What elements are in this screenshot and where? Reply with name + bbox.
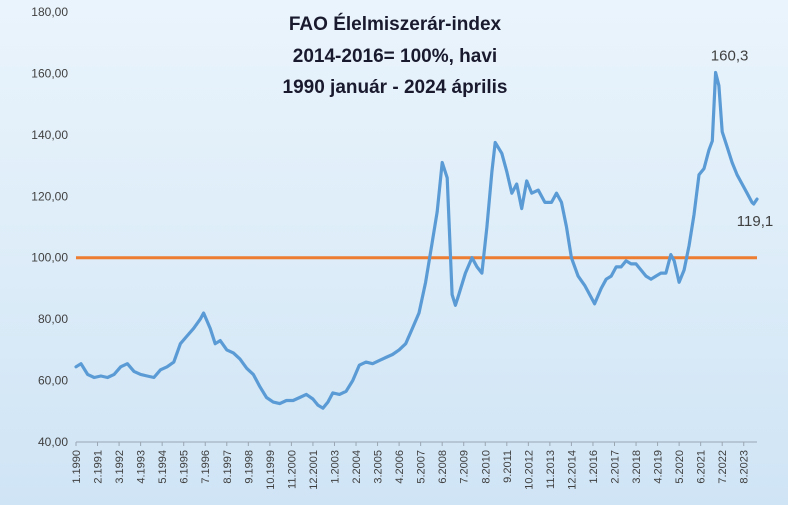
x-tick-label: 7.2009: [459, 450, 471, 484]
x-tick-label: 2.2004: [351, 450, 363, 484]
last-value-annotation: 119,1: [737, 213, 773, 230]
x-tick-label: 10.1999: [265, 450, 277, 490]
x-tick-label: 7.1996: [200, 450, 212, 484]
x-tick-label: 6.2008: [437, 450, 449, 484]
x-tick-label: 4.2019: [653, 450, 665, 484]
x-tick-label: 4.1993: [136, 450, 148, 484]
x-tick-label: 1.2003: [329, 450, 341, 484]
x-tick-label: 5.1994: [157, 450, 169, 484]
y-axis: 40,00 60,00 80,00 100,00 120,00 140,00 160,00 1…: [31, 5, 68, 449]
annotations: 160,3 119,1: [711, 48, 773, 231]
y-tick-label: 40,00: [38, 435, 68, 449]
x-tick-label: 3.2018: [631, 450, 643, 484]
x-tick-label: 10.2012: [523, 450, 535, 490]
chart-title-line-1: FAO Élelmiszerár-index: [289, 13, 502, 35]
x-tick-label: 12.2001: [308, 450, 320, 490]
y-tick-label: 160,00: [31, 66, 68, 80]
x-tick-label: 5.2020: [674, 450, 686, 484]
x-tick-label: 1.1990: [71, 450, 83, 484]
x-tick-label: 7.2022: [717, 450, 729, 484]
y-tick-label: 80,00: [38, 312, 68, 326]
x-tick-label: 4.2006: [394, 450, 406, 484]
x-tick-label: 11.2000: [286, 450, 298, 489]
x-tick-label: 1.2016: [588, 450, 600, 484]
y-tick-label: 100,00: [31, 251, 68, 265]
x-tick-label: 3.2005: [373, 450, 385, 484]
y-tick-label: 60,00: [38, 374, 68, 388]
x-tick-label: 6.2021: [696, 450, 708, 484]
x-tick-label: 9.1998: [243, 450, 255, 484]
x-tick-label: 5.2007: [416, 450, 428, 484]
x-tick-label: 8.2010: [480, 450, 492, 484]
y-tick-label: 140,00: [31, 128, 68, 142]
x-tick-label: 6.1995: [179, 450, 191, 484]
x-tick-label: 2.1991: [93, 450, 105, 484]
x-axis: 1.1990 2.1991 3.1992 4.1993 5.1994 6.1995 7.19…: [71, 441, 757, 490]
x-tick-label: 8.2023: [739, 450, 751, 484]
y-tick-label: 120,00: [31, 189, 68, 203]
x-tick-label: 9.2011: [502, 450, 514, 483]
x-tick-label: 8.1997: [222, 450, 234, 484]
title-block: FAO Élelmiszerár-index 2014-2016= 100%, …: [283, 13, 508, 98]
x-tick-label: 2.2017: [610, 450, 622, 484]
x-tick-label: 3.1992: [114, 450, 126, 484]
chart-title-line-2: 2014-2016= 100%, havi: [293, 46, 497, 67]
plot-area: [74, 70, 759, 410]
chart-title-line-3: 1990 január - 2024 április: [283, 77, 508, 98]
series-line: [74, 70, 759, 410]
peak-annotation: 160,3: [711, 48, 749, 65]
x-tick-label: 11.2013: [545, 450, 557, 489]
x-tick-label: 12.2014: [566, 450, 578, 490]
y-tick-label: 180,00: [31, 5, 68, 19]
